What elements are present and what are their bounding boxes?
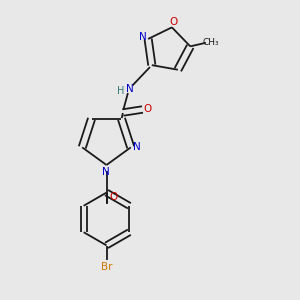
Text: Br: Br xyxy=(101,262,112,272)
Text: N: N xyxy=(102,167,110,177)
Text: CH₃: CH₃ xyxy=(203,38,220,47)
Text: N: N xyxy=(126,83,134,94)
Text: N: N xyxy=(139,32,147,41)
Text: N: N xyxy=(134,142,141,152)
Text: O: O xyxy=(143,104,152,115)
Text: O: O xyxy=(109,191,117,202)
Text: H: H xyxy=(117,86,124,96)
Text: O: O xyxy=(169,17,178,27)
